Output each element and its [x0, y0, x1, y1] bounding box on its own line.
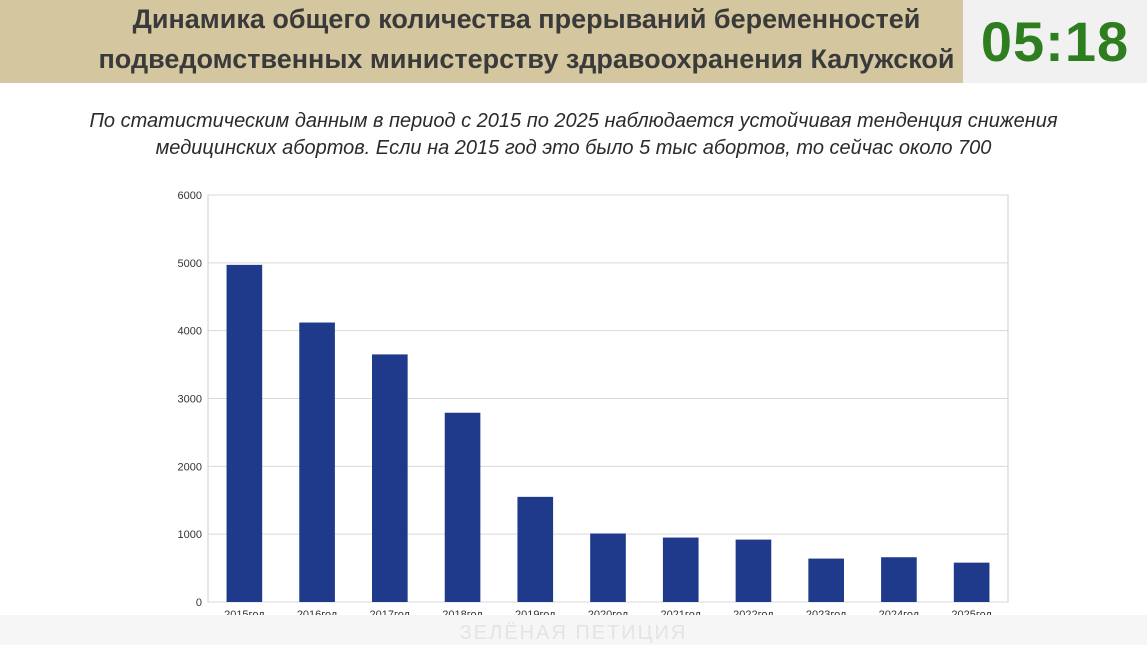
bar — [444, 412, 481, 602]
subtitle-line-1: По статистическим данным в период с 2015… — [89, 110, 1058, 132]
watermark: ЗЕЛЁНАЯ ПЕТИЦИЯ — [459, 622, 688, 644]
bar — [662, 537, 699, 602]
y-tick-label: 3000 — [178, 394, 202, 406]
bar — [735, 539, 772, 602]
title-line-2: подведомственных министерству здравоохра… — [98, 44, 955, 74]
bar — [808, 558, 844, 602]
timer-display: 05:18 — [963, 0, 1147, 83]
y-tick-label: 4000 — [178, 326, 202, 338]
bar — [517, 496, 554, 602]
bar — [372, 354, 408, 602]
bar — [299, 322, 335, 602]
y-tick-label: 0 — [196, 597, 202, 609]
y-tick-label: 6000 — [178, 190, 202, 202]
bar — [953, 562, 990, 602]
y-tick-label: 2000 — [178, 461, 202, 473]
bar — [226, 264, 263, 602]
title-line-1: Динамика общего количества прерываний бе… — [132, 4, 921, 34]
subtitle-line-2: медицинских абортов. Если на 2015 год эт… — [155, 137, 992, 159]
y-tick-label: 5000 — [178, 258, 202, 270]
bar — [881, 557, 917, 602]
y-tick-label: 1000 — [178, 529, 202, 541]
footer-strip — [0, 615, 1147, 645]
bar — [590, 533, 626, 602]
title-banner: Динамика общего количества прерываний бе… — [0, 0, 963, 83]
